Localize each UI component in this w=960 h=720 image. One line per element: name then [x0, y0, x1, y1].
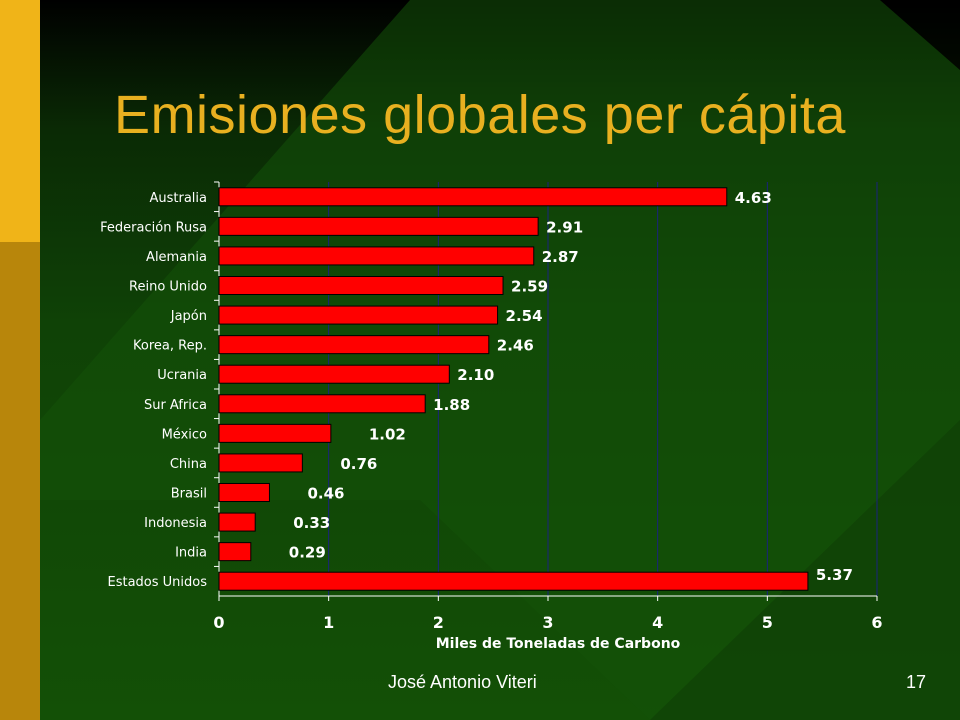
- bar: [218, 483, 270, 502]
- value-label: 2.10: [457, 366, 494, 384]
- category-label: India: [175, 546, 207, 561]
- category-label: Japón: [170, 309, 207, 324]
- bar: [218, 453, 303, 473]
- value-label: 2.59: [511, 278, 548, 296]
- bar: [218, 512, 256, 532]
- category-label: Indonesia: [144, 516, 207, 531]
- category-label: Sur Africa: [144, 398, 207, 413]
- value-label: 2.54: [506, 307, 543, 325]
- value-label: 4.63: [735, 189, 772, 207]
- bar: [218, 187, 728, 207]
- value-label: 0.76: [340, 455, 377, 473]
- category-label: Reino Unido: [129, 280, 207, 295]
- bar: [218, 542, 252, 562]
- bar: [218, 394, 426, 414]
- category-label: Ucrania: [157, 368, 207, 383]
- value-label: 0.46: [307, 485, 344, 503]
- left-accent-bar-top: [0, 0, 40, 242]
- x-axis-title: Miles de Toneladas de Carbono: [436, 636, 681, 652]
- value-label: 2.91: [546, 218, 583, 236]
- category-label: Federación Rusa: [100, 220, 207, 235]
- category-label: Estados Unidos: [107, 575, 207, 590]
- value-label: 0.33: [293, 514, 330, 532]
- value-label: 0.29: [289, 544, 326, 562]
- slide-title: Emisiones globales per cápita: [114, 85, 846, 145]
- x-tick-label: 5: [762, 613, 773, 632]
- x-tick-label: 1: [323, 613, 334, 632]
- footer-author: José Antonio Viteri: [388, 672, 537, 692]
- category-label: Korea, Rep.: [133, 339, 207, 354]
- category-label: China: [170, 457, 207, 472]
- bar: [218, 571, 809, 591]
- value-label: 5.37: [816, 566, 853, 584]
- bar: [218, 364, 450, 384]
- bar: [218, 335, 490, 355]
- bar: [218, 246, 535, 266]
- x-tick-label: 4: [652, 613, 663, 632]
- category-label: Brasil: [171, 487, 207, 502]
- x-tick-label: 0: [213, 613, 224, 632]
- value-label: 1.02: [369, 425, 406, 443]
- x-tick-label: 3: [542, 613, 553, 632]
- category-label: México: [162, 427, 207, 442]
- category-label: Australia: [149, 191, 207, 206]
- bar: [218, 216, 539, 236]
- value-label: 2.46: [497, 337, 534, 355]
- value-label: 2.87: [542, 248, 579, 266]
- x-tick-label: 6: [871, 613, 882, 632]
- bar: [218, 276, 504, 295]
- bar: [218, 305, 499, 325]
- value-label: 1.88: [433, 396, 470, 414]
- page-number: 17: [906, 672, 927, 692]
- category-label: Alemania: [146, 250, 207, 265]
- bar: [218, 423, 332, 443]
- x-tick-label: 2: [433, 613, 444, 632]
